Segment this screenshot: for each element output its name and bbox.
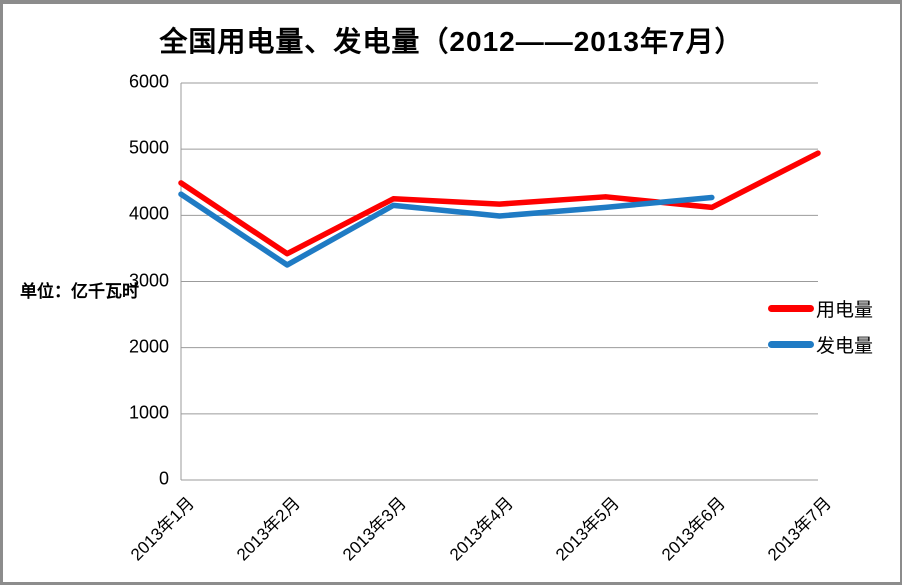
y-tick-label: 3000	[128, 270, 169, 291]
series-line-consumption	[178, 150, 821, 257]
legend-item-consumption: 用电量	[768, 295, 890, 322]
x-axis-label: 2013年5月	[551, 493, 623, 565]
x-axis-label: 2013年7月	[764, 493, 835, 565]
y-tick-label: 6000	[128, 71, 169, 92]
y-tick-label: 5000	[128, 137, 169, 158]
legend: 用电量 发电量	[768, 293, 890, 360]
legend-label-consumption: 用电量	[816, 300, 874, 321]
y-tick-label: 4000	[128, 203, 169, 224]
y-axis-unit-label: 单位：亿千瓦时	[20, 282, 139, 301]
series-line-generation	[178, 191, 715, 268]
chart-title: 全国用电量、发电量（2012——2013年7月）	[159, 26, 744, 57]
x-axis-label: 2013年1月	[127, 493, 198, 565]
x-axis-label: 2013年2月	[233, 493, 305, 565]
legend-item-generation: 发电量	[768, 331, 890, 358]
x-axis-label: 2013年4月	[445, 493, 517, 565]
legend-label-generation: 发电量	[816, 336, 874, 357]
legend-swatch-consumption-icon	[768, 305, 814, 312]
y-tick-label: 0	[158, 468, 169, 489]
x-axis-label: 2013年3月	[339, 493, 411, 565]
x-axis-label: 2013年6月	[657, 493, 729, 565]
y-tick-label: 1000	[128, 402, 169, 423]
plot-area	[178, 82, 821, 481]
y-tick-label: 2000	[128, 336, 169, 357]
legend-swatch-generation-icon	[768, 341, 814, 348]
